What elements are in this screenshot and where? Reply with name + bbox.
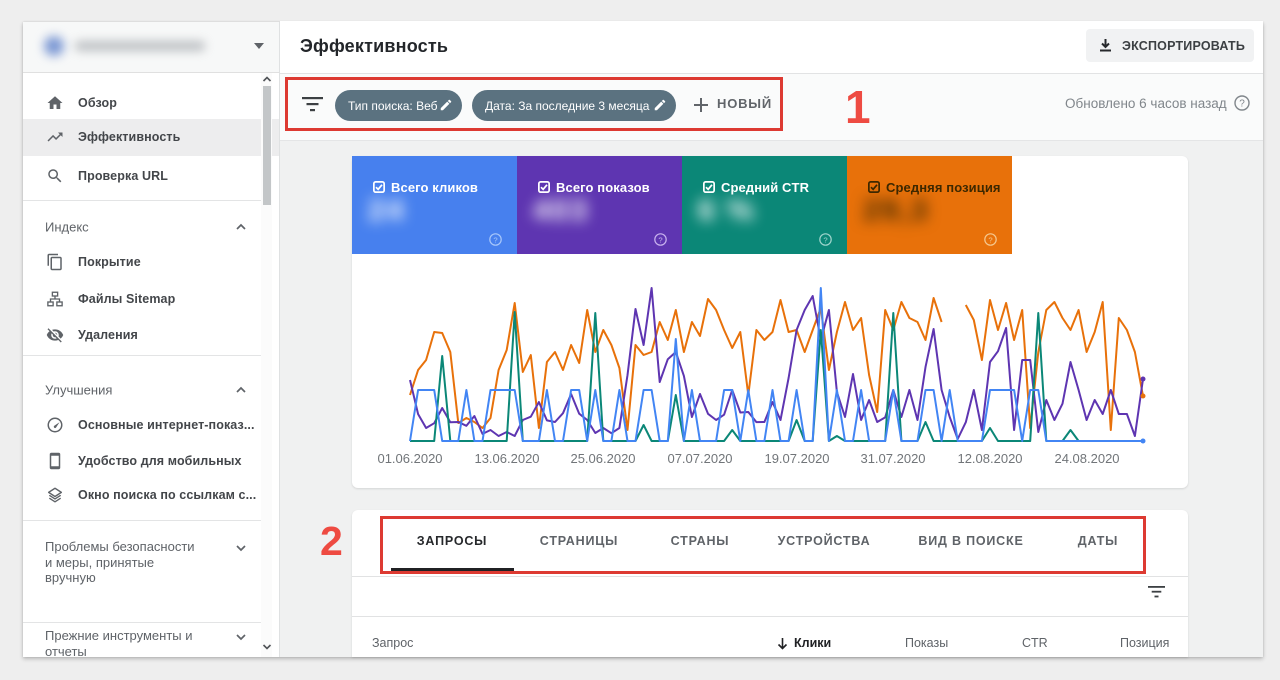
- svg-text:?: ?: [1239, 99, 1245, 110]
- svg-text:?: ?: [658, 235, 662, 244]
- svg-text:?: ?: [988, 235, 992, 244]
- svg-text:?: ?: [493, 235, 497, 244]
- svg-text:?: ?: [823, 235, 827, 244]
